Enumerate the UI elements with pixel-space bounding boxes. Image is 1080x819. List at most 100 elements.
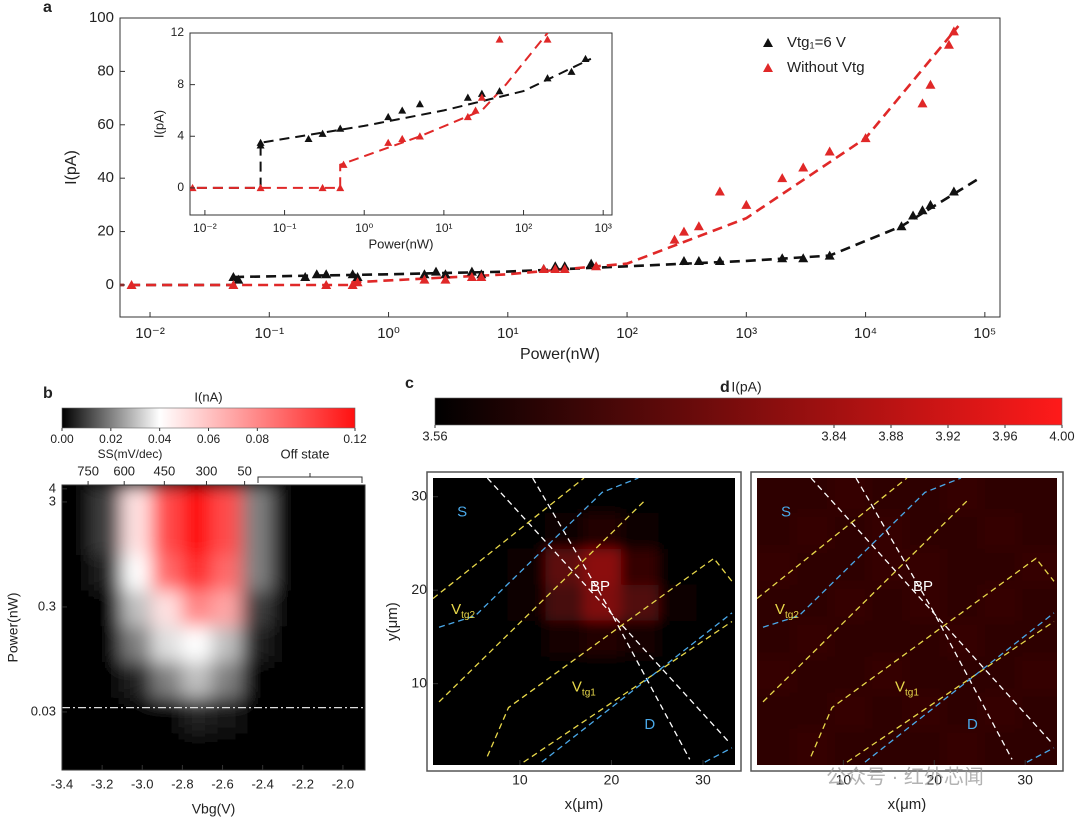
heatmap-cell <box>793 478 833 515</box>
x-axis-label: x(μm) <box>565 796 604 813</box>
heatmap-cell <box>211 733 244 770</box>
heatmap-cell <box>121 733 154 770</box>
annotation: D <box>644 716 655 733</box>
x-tick-label: -3.2 <box>91 776 113 791</box>
x-tick-label: -2.0 <box>332 776 354 791</box>
heatmap-cell <box>62 733 94 770</box>
device-outline <box>846 620 1055 763</box>
x2-tick-label: 300 <box>196 463 218 478</box>
heatmap-cell <box>211 626 244 665</box>
heatmap-cell <box>906 512 946 551</box>
heatmap-cell <box>301 662 334 700</box>
x-tick-label: 10⁵ <box>973 325 996 342</box>
annotation-subscript: tg1 <box>905 687 919 698</box>
y-tick-label: 40 <box>97 169 114 186</box>
heatmap-cell <box>271 519 304 558</box>
heatmap-cell <box>469 728 510 765</box>
data-point <box>824 146 835 156</box>
device-outline <box>864 612 1055 763</box>
heatmap-cell <box>906 620 946 659</box>
heatmap-cell <box>793 692 833 731</box>
heatmap-cell <box>658 548 699 587</box>
heatmap-cell <box>1018 584 1057 623</box>
data-point <box>440 274 451 284</box>
data-point <box>948 186 959 196</box>
data-point <box>798 253 809 263</box>
heatmap-cell <box>301 733 334 770</box>
heatmap-cell <box>583 620 623 659</box>
heatmap-cell <box>906 656 946 695</box>
data-point <box>398 106 407 114</box>
data-point <box>543 35 552 43</box>
panel-letter: b <box>43 385 53 402</box>
heatmap-cell <box>981 728 1021 765</box>
x-tick-label: 10⁻² <box>193 221 217 235</box>
x-axis-label: Vbg(V) <box>192 801 236 817</box>
data-point <box>336 124 345 132</box>
heatmap-cell <box>981 512 1021 551</box>
heatmap-cell <box>696 656 735 695</box>
data-point <box>339 160 348 168</box>
data-point <box>256 183 265 192</box>
heatmap-cell <box>620 478 661 515</box>
colorbar-tick-label: 4.00 <box>1049 428 1074 443</box>
heatmap-cell <box>91 519 124 558</box>
heatmap-cell <box>831 620 871 659</box>
data-point <box>550 263 561 273</box>
colorbar-tick-label: 3.96 <box>992 428 1017 443</box>
heatmap-cell <box>831 692 871 731</box>
y-axis-label: y(μm) <box>384 602 401 641</box>
data-point <box>233 274 244 284</box>
heatmap-cell <box>433 512 472 551</box>
y-tick-label: 0.3 <box>38 598 56 613</box>
x-tick-label: 10¹ <box>435 221 452 235</box>
data-point <box>476 271 487 281</box>
x-tick-label: -3.4 <box>51 776 73 791</box>
heatmap-cell <box>151 519 184 558</box>
device-outline <box>532 478 691 760</box>
heatmap-cell <box>943 478 983 515</box>
heatmap-cell <box>331 626 365 665</box>
fit-line <box>190 33 549 189</box>
data-point <box>925 79 936 89</box>
heatmap-cell <box>696 728 735 765</box>
data-point <box>311 269 322 279</box>
heatmap-cell <box>181 590 214 629</box>
heatmap-cell <box>241 626 274 665</box>
data-point <box>352 277 363 287</box>
panel-letter: d <box>720 379 730 396</box>
heatmap-cell <box>545 728 585 765</box>
heatmap-cell <box>211 485 244 522</box>
data-point <box>714 186 725 196</box>
heatmap-cell <box>868 656 908 695</box>
x2-tick-label: 600 <box>113 463 135 478</box>
data-point <box>678 255 689 265</box>
fit-line <box>190 57 592 189</box>
data-point <box>777 253 788 263</box>
heatmap-cell <box>433 656 472 695</box>
heatmap-cell <box>757 656 796 695</box>
data-point <box>948 26 959 36</box>
x-tick-label: 10⁰ <box>355 221 373 235</box>
heatmap-cell <box>91 662 124 700</box>
y-tick-label: 100 <box>89 9 114 26</box>
heatmap-cell <box>943 620 983 659</box>
data-point <box>824 250 835 260</box>
heatmap-cell <box>507 620 548 659</box>
heatmap-cell <box>211 555 244 593</box>
x-tick-label: 10⁴ <box>854 325 877 342</box>
heatmap-cell <box>981 478 1021 515</box>
heatmap-cell <box>507 584 548 623</box>
heatmap-cell <box>121 519 154 558</box>
legend-marker <box>763 38 773 47</box>
y-tick-label: 80 <box>97 62 114 79</box>
heatmap-cell <box>696 584 735 623</box>
data-point <box>477 89 486 97</box>
heatmap-cell <box>121 555 154 593</box>
x-tick-label: 30 <box>695 772 711 788</box>
plot-layer <box>190 33 592 192</box>
x2-tick-label: 450 <box>153 463 175 478</box>
heatmap-cell <box>507 512 548 551</box>
colorbar-tick-label: 3.84 <box>821 428 846 443</box>
heatmap-cell <box>906 692 946 731</box>
